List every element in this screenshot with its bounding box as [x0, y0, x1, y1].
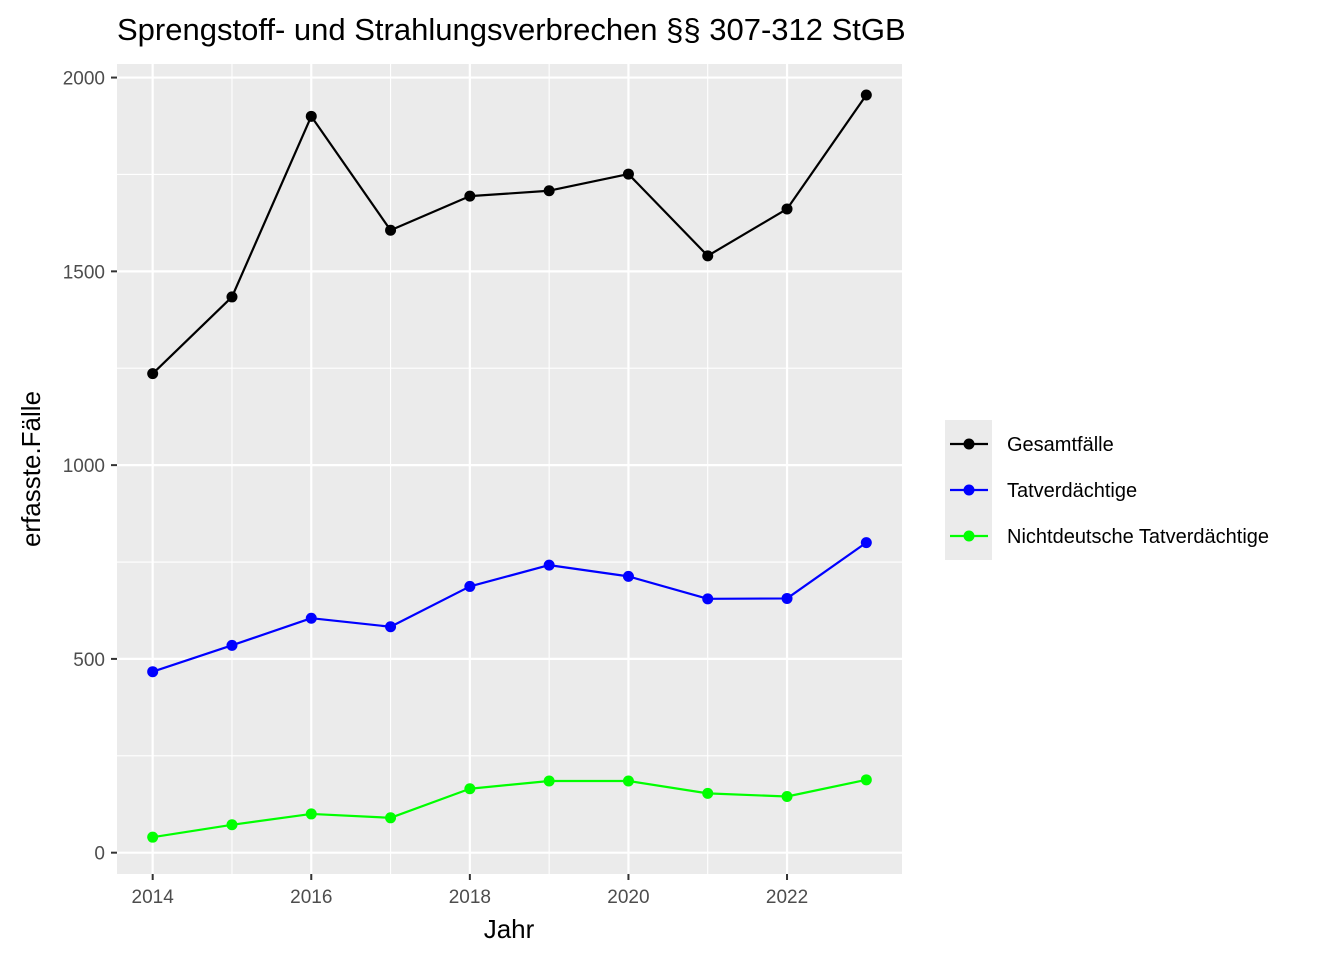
series-point	[781, 790, 793, 802]
plot-panel	[117, 64, 902, 874]
series-point	[702, 593, 714, 605]
x-tick-label: 2020	[607, 887, 649, 908]
series-point	[543, 185, 555, 197]
series-point	[464, 783, 476, 795]
chart-title: Sprengstoff- und Strahlungsverbrechen §§…	[117, 12, 906, 47]
series-point	[226, 639, 238, 651]
legend-label: Tatverdächtige	[1007, 480, 1137, 502]
series-layer	[147, 89, 872, 843]
series-point	[147, 666, 159, 678]
x-tick-label: 2022	[766, 887, 808, 908]
grid-major	[117, 64, 902, 874]
y-tick-label: 0	[94, 844, 105, 865]
series-point	[860, 537, 872, 549]
series-point	[147, 368, 159, 380]
series-point	[860, 774, 872, 786]
series-point	[702, 787, 714, 799]
series-point	[860, 89, 872, 101]
y-tick-label: 1500	[63, 262, 105, 283]
legend-label: Nichtdeutsche Tatverdächtige	[1007, 526, 1269, 548]
series-point	[702, 250, 714, 262]
y-axis-title: erfasste.Fälle	[16, 391, 46, 547]
legend-key-point	[963, 438, 975, 450]
series-point	[385, 621, 397, 633]
series-point	[226, 819, 238, 831]
series-point	[622, 775, 634, 787]
series-line-3	[152, 778, 867, 839]
series-point	[622, 570, 634, 582]
legend-key-point	[963, 484, 975, 496]
y-axis: 0 500 1000 1500 2000	[63, 69, 117, 865]
series-point	[781, 592, 793, 604]
x-tick-label: 2014	[132, 887, 175, 908]
series-point	[781, 203, 793, 215]
series-point	[147, 831, 159, 843]
series-point	[305, 110, 317, 122]
legend: Gesamtfälle Tatverdächtige Nichtdeutsche T…	[945, 420, 1269, 560]
x-axis-title: Jahr	[484, 914, 535, 944]
series-line-2	[152, 541, 867, 673]
x-axis: 2014 2016 2018 2020 2022	[132, 874, 808, 908]
series-point	[385, 224, 397, 236]
legend-label: Gesamtfälle	[1007, 434, 1114, 456]
legend-key-point	[963, 530, 975, 542]
series-point	[385, 812, 397, 824]
series-point	[226, 291, 238, 303]
series-point	[543, 775, 555, 787]
grid-minor	[117, 64, 902, 874]
series-point	[305, 808, 317, 820]
y-tick-label: 500	[73, 650, 105, 671]
series-point	[622, 168, 634, 180]
series-point	[305, 612, 317, 624]
y-tick-label: 2000	[63, 69, 105, 90]
series-point	[464, 190, 476, 202]
x-tick-label: 2018	[449, 887, 491, 908]
y-tick-label: 1000	[63, 456, 105, 477]
series-point	[543, 559, 555, 571]
x-tick-label: 2016	[290, 887, 332, 908]
series-line-1	[151, 94, 868, 375]
series-point	[464, 580, 476, 592]
